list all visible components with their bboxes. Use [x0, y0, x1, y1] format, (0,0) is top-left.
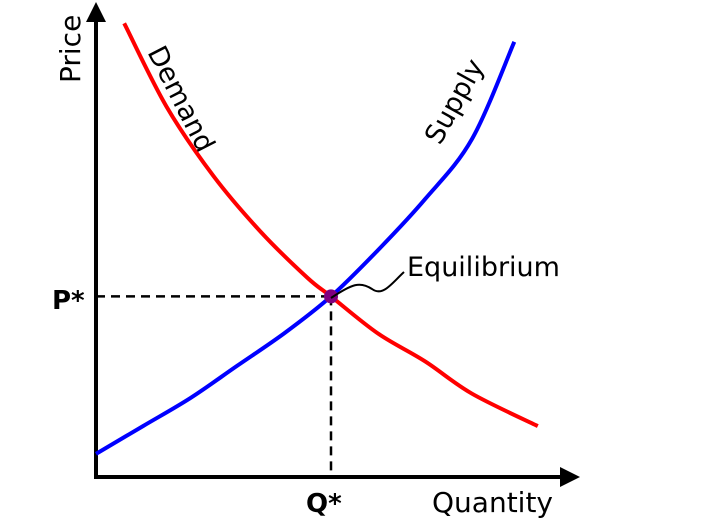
series-line-supply [94, 40, 517, 456]
equilibrium-guides [96, 295, 333, 477]
y-axis-arrow-icon [86, 2, 106, 22]
x-tick-label-q-star: Q* [306, 489, 342, 519]
points [324, 289, 338, 304]
curves [94, 22, 539, 456]
y-tick-label-p-star: P* [52, 286, 85, 316]
demand-curve-label: Demand [141, 41, 221, 157]
x-axis-arrow-icon [560, 467, 580, 487]
series-line-demand [122, 22, 539, 428]
equilibrium-point [324, 289, 338, 304]
x-axis-title: Quantity [432, 486, 553, 519]
y-axis-title: Price [54, 15, 87, 83]
supply-curve-label: Supply [419, 54, 491, 150]
equilibrium-label: Equilibrium [407, 252, 560, 283]
equilibrium-leader-line [330, 271, 405, 299]
